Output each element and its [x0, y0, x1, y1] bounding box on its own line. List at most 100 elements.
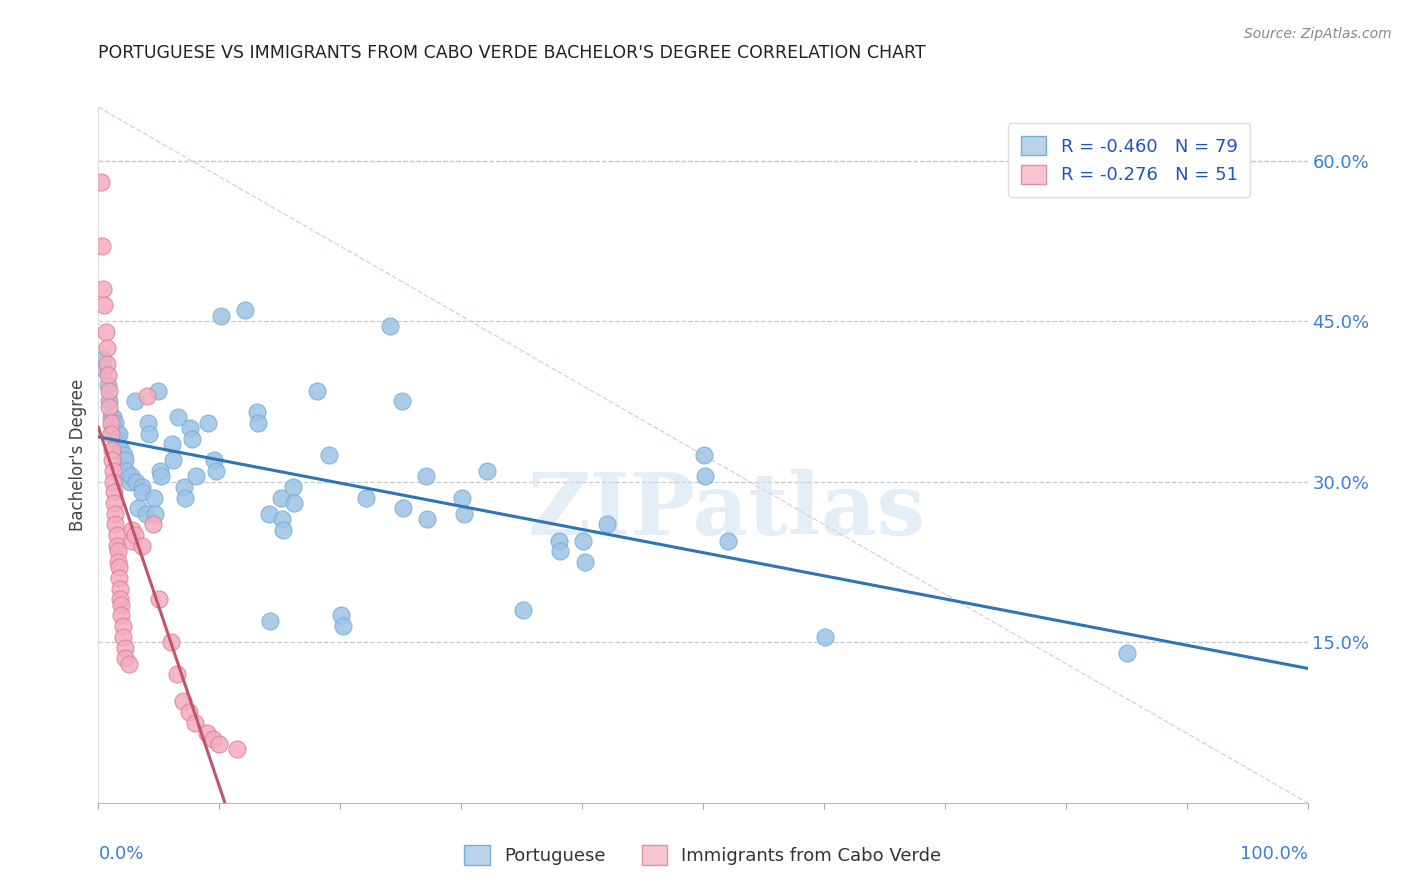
Point: [118, 475, 141, 489]
Point: [114, 453, 136, 467]
Point: [150, 469, 173, 483]
Point: [226, 742, 249, 756]
Point: [100, 453, 122, 467]
Point: [202, 731, 225, 746]
Point: [166, 667, 188, 681]
Point: [93, 362, 115, 376]
Point: [111, 619, 134, 633]
Point: [100, 442, 122, 457]
Point: [120, 469, 142, 483]
Point: [259, 614, 281, 628]
Point: [125, 475, 148, 489]
Point: [138, 426, 160, 441]
Point: [717, 533, 740, 548]
Point: [101, 475, 124, 489]
Point: [257, 507, 280, 521]
Point: [107, 437, 129, 451]
Point: [93, 298, 115, 312]
Point: [270, 491, 292, 505]
Point: [108, 582, 131, 596]
Point: [114, 651, 136, 665]
Y-axis label: Bachelor's Degree: Bachelor's Degree: [69, 379, 87, 531]
Point: [814, 630, 837, 644]
Point: [96, 341, 118, 355]
Point: [332, 619, 354, 633]
Point: [104, 517, 127, 532]
Point: [100, 421, 122, 435]
Text: PORTUGUESE VS IMMIGRANTS FROM CABO VERDE BACHELOR'S DEGREE CORRELATION CHART: PORTUGUESE VS IMMIGRANTS FROM CABO VERDE…: [98, 45, 927, 62]
Point: [167, 410, 190, 425]
Point: [111, 630, 134, 644]
Point: [131, 480, 153, 494]
Point: [108, 426, 131, 441]
Point: [1116, 646, 1139, 660]
Point: [110, 598, 132, 612]
Point: [574, 555, 596, 569]
Point: [271, 512, 294, 526]
Point: [451, 491, 474, 505]
Point: [233, 303, 256, 318]
Point: [246, 405, 269, 419]
Point: [273, 523, 295, 537]
Point: [124, 394, 146, 409]
Point: [98, 384, 121, 398]
Point: [101, 410, 124, 425]
Point: [179, 421, 201, 435]
Point: [204, 464, 226, 478]
Point: [146, 384, 169, 398]
Point: [105, 432, 128, 446]
Point: [131, 485, 153, 500]
Point: [136, 416, 159, 430]
Point: [135, 389, 157, 403]
Point: [98, 394, 121, 409]
Point: [91, 282, 114, 296]
Point: [172, 694, 194, 708]
Point: [179, 705, 201, 719]
Legend: Portuguese, Immigrants from Cabo Verde: Portuguese, Immigrants from Cabo Verde: [456, 836, 950, 874]
Point: [91, 239, 114, 253]
Text: Source: ZipAtlas.com: Source: ZipAtlas.com: [1244, 27, 1392, 41]
Point: [118, 657, 141, 671]
Point: [180, 432, 202, 446]
Point: [131, 539, 153, 553]
Point: [110, 608, 132, 623]
Point: [108, 571, 131, 585]
Point: [378, 319, 401, 334]
Point: [115, 464, 138, 478]
Point: [283, 496, 305, 510]
Point: [143, 491, 166, 505]
Point: [391, 394, 413, 409]
Point: [105, 426, 128, 441]
Point: [162, 453, 184, 467]
Point: [550, 544, 572, 558]
Point: [160, 635, 183, 649]
Point: [148, 592, 170, 607]
Point: [572, 533, 595, 548]
Point: [103, 496, 125, 510]
Point: [209, 309, 232, 323]
Point: [105, 539, 128, 553]
Point: [197, 416, 219, 430]
Point: [149, 464, 172, 478]
Point: [127, 501, 149, 516]
Point: [307, 384, 329, 398]
Point: [596, 517, 619, 532]
Point: [695, 469, 717, 483]
Point: [208, 737, 231, 751]
Point: [101, 464, 124, 478]
Text: 0.0%: 0.0%: [98, 845, 143, 863]
Text: 100.0%: 100.0%: [1240, 845, 1308, 863]
Point: [121, 533, 143, 548]
Point: [392, 501, 415, 516]
Point: [97, 378, 120, 392]
Point: [548, 533, 571, 548]
Point: [174, 491, 197, 505]
Point: [247, 416, 270, 430]
Point: [103, 485, 125, 500]
Point: [112, 448, 135, 462]
Point: [110, 442, 132, 457]
Point: [100, 410, 122, 425]
Point: [107, 555, 129, 569]
Point: [103, 421, 125, 435]
Point: [98, 400, 121, 414]
